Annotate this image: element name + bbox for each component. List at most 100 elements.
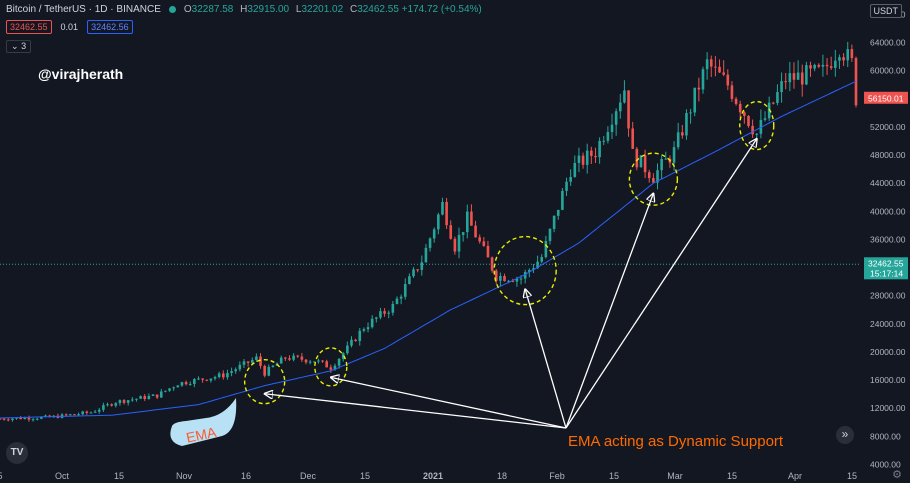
y-tick-label: 16000.00 [870, 375, 906, 385]
candle-body [172, 387, 175, 389]
candle [151, 394, 155, 397]
candle-body [44, 415, 47, 417]
candle [259, 353, 262, 369]
candle-body [226, 372, 229, 378]
candle-body [482, 241, 486, 246]
candle-body [470, 211, 473, 226]
candle [424, 243, 428, 263]
candle-body [709, 59, 713, 67]
candle-body [441, 201, 444, 215]
candle-body [358, 330, 362, 342]
candle [97, 407, 101, 414]
candle-body [19, 417, 22, 420]
candle-body [408, 276, 411, 285]
candle-body [366, 327, 370, 330]
candle-body [77, 414, 80, 416]
support-circle [628, 152, 679, 206]
gear-icon[interactable]: ⚙ [892, 469, 902, 481]
candle [470, 204, 473, 226]
candle-body [255, 356, 258, 360]
candle-body [395, 298, 399, 304]
candle-body [379, 311, 382, 318]
candle-body [656, 170, 659, 183]
candle-body [85, 411, 89, 413]
candle [585, 143, 589, 174]
candle-body [838, 57, 841, 61]
support-circle [493, 235, 557, 306]
candle-body [743, 112, 746, 116]
candle [693, 87, 697, 117]
y-tick-label: 36000.00 [870, 234, 906, 244]
tradingview-logo-icon[interactable]: TV [6, 442, 28, 464]
candle [35, 417, 39, 421]
candle [193, 377, 196, 388]
candle [722, 60, 725, 77]
candle-body [507, 280, 510, 282]
spread-value: 0.01 [60, 22, 79, 32]
candle-body [536, 261, 539, 269]
candle [445, 197, 448, 229]
candle [31, 418, 35, 422]
candle [614, 108, 618, 136]
candle [391, 300, 395, 316]
candle [164, 390, 167, 393]
candle [714, 56, 717, 77]
currency-button[interactable]: USDT [869, 4, 902, 18]
candle-body [610, 124, 614, 132]
candle [346, 341, 349, 355]
candle-body [821, 64, 825, 67]
candle [685, 109, 688, 140]
candle-body [118, 400, 122, 404]
candle [408, 273, 411, 285]
candle-body [341, 353, 345, 359]
candle [329, 364, 333, 373]
candle [796, 60, 800, 80]
double-chevron-right-icon[interactable]: » [836, 426, 854, 444]
buy-price-button[interactable]: 32462.56 [87, 20, 133, 34]
support-arrow [331, 377, 567, 429]
candle-body [846, 49, 850, 61]
sell-price-button[interactable]: 32462.55 [6, 20, 52, 34]
x-tick-label: 15 [727, 471, 737, 481]
candle [213, 375, 217, 381]
support-circle [314, 347, 348, 387]
candle-body [784, 81, 788, 83]
candle [325, 359, 328, 368]
close-value: 32462.55 +174.72 (+0.54%) [357, 4, 482, 15]
candle-body [689, 112, 692, 114]
candle-body [267, 366, 271, 376]
candle [362, 327, 366, 333]
candle [747, 115, 750, 128]
candle-body [676, 132, 680, 148]
symbol-name[interactable]: Bitcoin / TetherUS · 1D · BINANCE [6, 4, 161, 15]
candle-body [238, 364, 242, 370]
candle [312, 361, 316, 363]
candle-body [259, 356, 262, 366]
candle [726, 69, 730, 91]
candle [432, 227, 436, 243]
indicators-toggle[interactable]: ⌄ 3 [6, 40, 32, 53]
candle [370, 315, 374, 329]
candle-body [494, 270, 498, 281]
candle [217, 371, 221, 379]
candle-body [780, 81, 783, 93]
x-tick-label: Mar [667, 471, 683, 481]
candle [412, 267, 415, 278]
candle-body [317, 360, 320, 362]
candle [635, 147, 639, 171]
y-tick-label: 12000.00 [870, 403, 906, 413]
candle [482, 237, 486, 247]
candle [155, 394, 159, 400]
ema-line [0, 80, 857, 419]
candle-body [556, 209, 560, 216]
price-axis[interactable] [862, 0, 910, 483]
candle-body [805, 65, 808, 85]
high-label: H [240, 4, 248, 15]
candle-body [747, 115, 750, 126]
candle-body [0, 418, 2, 420]
candle [829, 56, 833, 70]
candle [532, 264, 535, 273]
candle [89, 411, 93, 414]
candle [528, 268, 531, 278]
